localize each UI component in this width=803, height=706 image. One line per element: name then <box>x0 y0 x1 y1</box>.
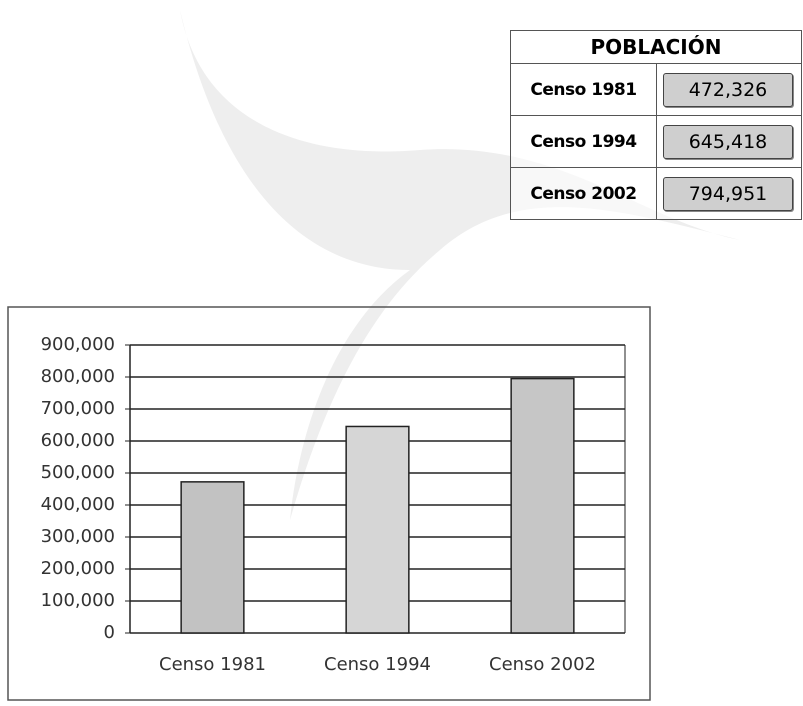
row-cell: 645,418 <box>657 116 801 167</box>
page: 0 100,000 200,000 300,000 400,000 500,000 600,… <box>0 0 803 706</box>
bar <box>511 379 574 633</box>
row-label: Censo 1981 <box>511 64 657 115</box>
x-tick-label: Censo 2002 <box>489 654 596 675</box>
bar <box>346 426 409 633</box>
row-cell: 794,951 <box>657 168 801 219</box>
x-tick-label: Censo 1981 <box>159 654 266 675</box>
row-label: Censo 1994 <box>511 116 657 167</box>
row-value: 794,951 <box>663 177 793 211</box>
table-title: POBLACIÓN <box>511 31 801 64</box>
bar <box>181 482 244 633</box>
y-tick-label: 100,000 <box>41 590 115 611</box>
y-tick-label: 400,000 <box>41 494 115 515</box>
y-tick-label: 800,000 <box>41 366 115 387</box>
y-tick-label: 300,000 <box>41 526 115 547</box>
x-tick-label: Censo 1994 <box>324 654 431 675</box>
row-value: 645,418 <box>663 125 793 159</box>
y-tick-label: 500,000 <box>41 462 115 483</box>
row-label: Censo 2002 <box>511 168 657 219</box>
y-tick-label: 700,000 <box>41 398 115 419</box>
y-tick-label: 200,000 <box>41 558 115 579</box>
y-tick-label: 600,000 <box>41 430 115 451</box>
row-cell: 472,326 <box>657 64 801 115</box>
row-value: 472,326 <box>663 73 793 107</box>
y-tick-label: 900,000 <box>41 334 115 355</box>
y-tick-label: 0 <box>104 622 115 643</box>
